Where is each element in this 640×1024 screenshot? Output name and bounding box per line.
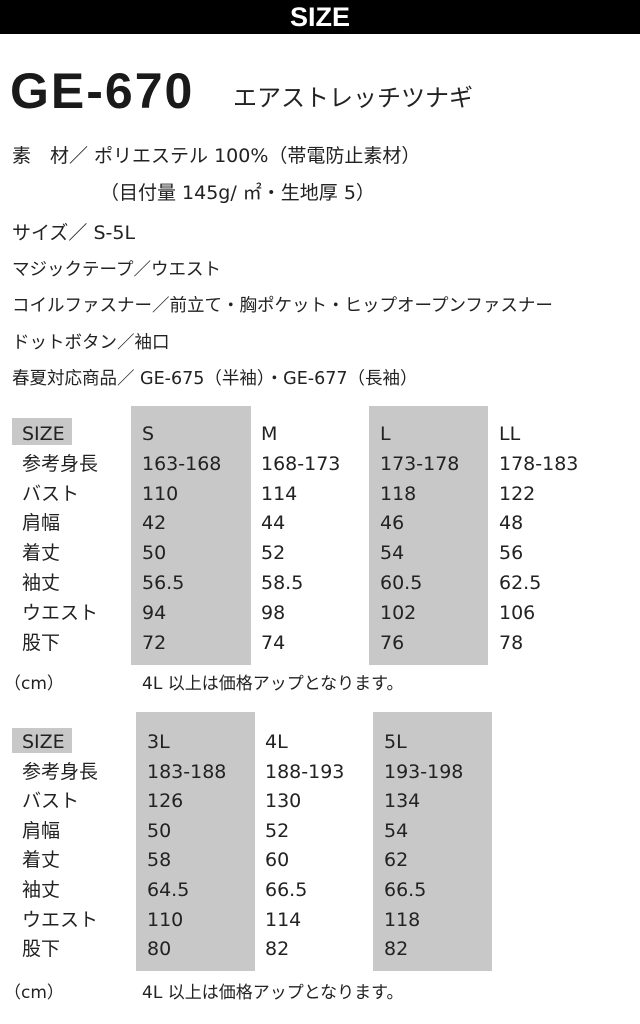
measure-value: 50 [142,542,167,565]
size-column-shade [373,712,492,971]
measure-value: 118 [384,908,421,931]
measure-value: 74 [261,631,286,654]
measure-value: 178-183 [499,452,579,475]
spec-button: ドットボタン／袖口 [12,333,170,353]
measure-value: 42 [142,512,167,535]
measure-value: 54 [384,819,409,842]
measure-label: 股下 [22,938,61,961]
measure-value: 98 [261,601,286,624]
spec-zipper: コイルファスナー／前立て・胸ポケット・ヒップオープンファスナー [12,296,553,316]
measure-value: 126 [147,790,184,813]
measure-value: 173-178 [380,452,460,475]
spec-weight: （目付量 145g/ ㎡・生地厚 5） [100,182,375,204]
product-name: エアストレッチツナギ [233,84,473,112]
measure-value: 60.5 [380,572,423,594]
measure-value: 44 [261,512,286,535]
measure-label: 参考身長 [22,452,99,475]
measure-value: 58.5 [261,572,304,594]
size-label-shade [12,418,72,445]
size-column-header: 4L [265,731,288,753]
measure-value: 60 [265,849,290,872]
measure-value: 118 [380,482,417,505]
measure-value: 80 [147,938,172,961]
measure-value: 183-188 [147,760,227,783]
size-column-header: L [380,423,391,445]
measure-value: 64.5 [147,879,190,901]
measure-value: 106 [499,601,536,624]
size-column-header: M [261,423,278,445]
measure-value: 134 [384,790,421,813]
spec-season: 春夏対応商品／ GE-675（半袖）・GE-677（長袖） [12,369,418,389]
size-header-bar: SIZE [0,0,640,34]
measure-value: 56.5 [142,572,185,594]
measure-value: 102 [380,601,417,624]
model-number: GE-670 [10,63,195,119]
size-column-shade [369,406,488,665]
measure-value: 66.5 [384,879,427,901]
measure-value: 66.5 [265,879,308,901]
size-column-header: LL [499,423,521,445]
measure-value: 82 [265,938,290,961]
measure-label: ウエスト [22,601,99,624]
measure-value: 56 [499,542,524,565]
measure-value: 48 [499,512,524,535]
measure-value: 168-173 [261,452,341,475]
size-column-header: S [142,423,155,445]
measure-label: バスト [22,790,80,813]
price-note: 4L 以上は価格アップとなります。 [142,983,404,1003]
measure-value: 54 [380,542,405,565]
spec-sizes: サイズ／ S-5L [12,222,136,244]
unit-label: （cm） [4,674,64,694]
measure-label: 肩幅 [22,819,61,842]
measure-value: 78 [499,631,524,654]
measure-label: 股下 [22,631,61,654]
measure-value: 114 [261,482,298,505]
measure-value: 46 [380,512,405,535]
measure-value: 72 [142,631,167,654]
size-column-shade [136,712,255,971]
price-note: 4L 以上は価格アップとなります。 [142,674,404,694]
measure-label: 袖丈 [22,572,61,594]
measure-value: 130 [265,790,302,813]
measure-value: 58 [147,849,172,872]
measure-value: 114 [265,908,302,931]
measure-value: 110 [142,482,179,505]
spec-velcro: マジックテープ／ウエスト [12,260,221,280]
measure-value: 110 [147,908,184,931]
size-column-shade [131,406,251,665]
unit-label: （cm） [4,983,64,1003]
measure-value: 52 [265,819,290,842]
measure-value: 82 [384,938,409,961]
measure-value: 193-198 [384,760,464,783]
measure-value: 188-193 [265,760,345,783]
measure-value: 50 [147,819,172,842]
measure-label: 着丈 [22,542,61,565]
measure-value: 62 [384,849,409,872]
measure-label: 参考身長 [22,760,99,783]
size-header-label: SIZE [22,423,65,445]
measure-label: 袖丈 [22,879,61,901]
size-label-shade [12,728,72,753]
size-column-header: 5L [384,731,407,753]
measure-value: 94 [142,601,167,624]
measure-label: 着丈 [22,849,61,872]
spec-material: 素 材／ ポリエステル 100%（帯電防止素材） [12,145,421,167]
size-column-header: 3L [147,731,170,753]
measure-value: 163-168 [142,452,222,475]
size-header-label: SIZE [22,731,65,753]
measure-value: 62.5 [499,572,542,594]
measure-value: 76 [380,631,405,654]
measure-value: 122 [499,482,536,505]
measure-value: 52 [261,542,286,565]
measure-label: バスト [22,482,80,505]
measure-label: 肩幅 [22,512,61,535]
measure-label: ウエスト [22,908,99,931]
